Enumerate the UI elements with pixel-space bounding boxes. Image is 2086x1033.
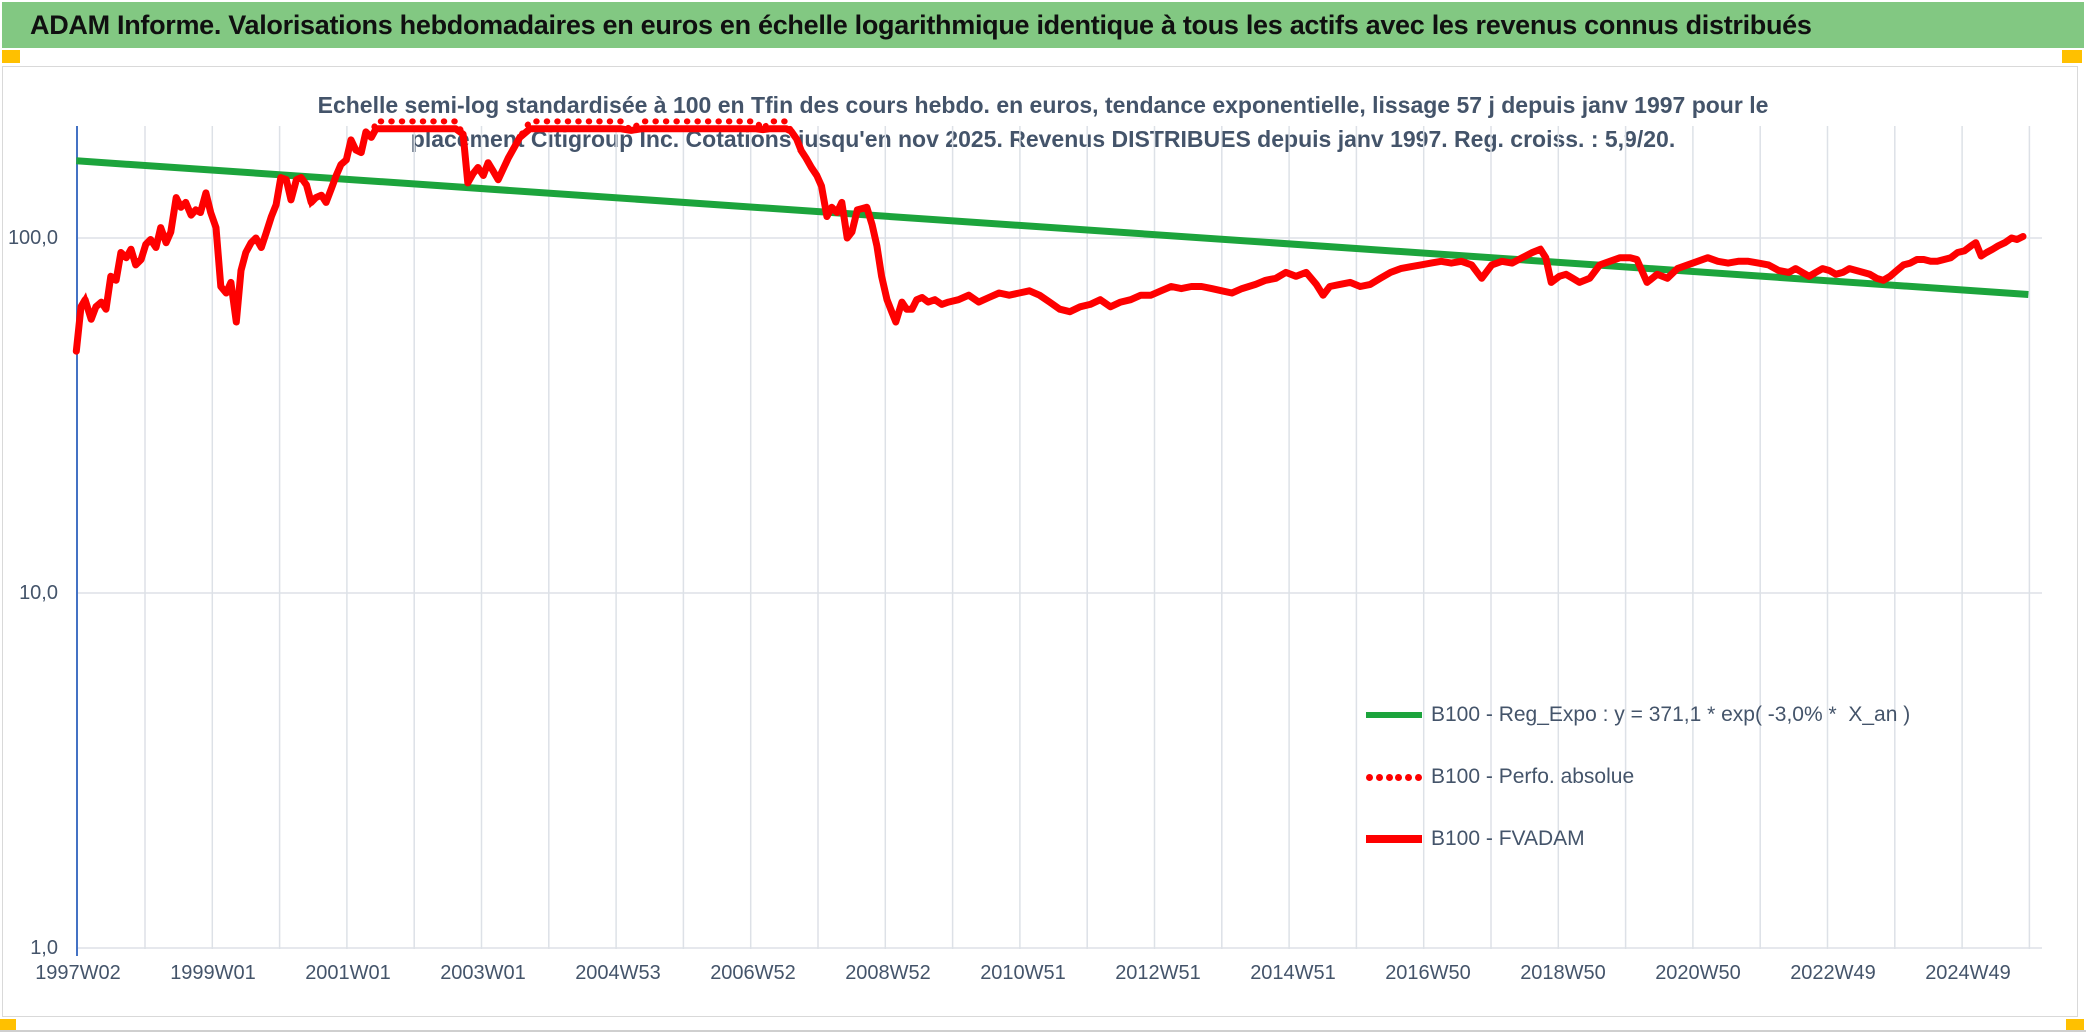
chart-legend: B100 - Reg_Expo : y = 371,1 * exp( -3,0%… [1366,684,1910,870]
chart-object[interactable] [2,66,2078,1017]
bottom-edge-line [0,1030,2086,1032]
legend-dot [1405,773,1413,781]
chart-title-line2: placement Citigroup Inc. Cotations jusqu… [410,126,1676,152]
x-tick-label: 1999W01 [170,962,256,984]
legend-label: B100 - FVADAM [1431,827,1585,850]
legend-label: B100 - Reg_Expo : y = 371,1 * exp( -3,0%… [1431,703,1911,726]
x-tick-label: 2010W51 [980,962,1066,984]
x-tick-label: 2003W01 [440,962,526,984]
legend-dotted-line-swatch [1366,773,1422,781]
x-tick-label: 2014W51 [1250,962,1336,984]
corner-marker-bottom-left [0,1019,16,1030]
legend-item[interactable]: B100 - FVADAM [1366,808,1910,870]
corner-marker-bottom-right [2066,1019,2084,1030]
x-tick-label: 2006W52 [710,962,796,984]
x-tick-label: 2020W50 [1655,962,1741,984]
y-tick-label: 10,0 [19,582,58,604]
legend-line-swatch [1366,712,1422,718]
x-tick-label: 2024W49 [1925,962,2011,984]
report-header: ADAM Informe. Valorisations hebdomadaire… [2,2,2084,48]
y-tick-label: 100,0 [7,227,58,249]
legend-dot [1385,773,1393,781]
x-tick-label: 2022W49 [1790,962,1876,984]
legend-item[interactable]: B100 - Reg_Expo : y = 371,1 * exp( -3,0%… [1366,684,1910,746]
corner-marker-top-left [2,50,20,63]
x-tick-label: 2004W53 [575,962,661,984]
y-tick-label: 1,0 [30,937,58,959]
chart-title-line1: Echelle semi-log standardisée à 100 en T… [317,92,1769,118]
legend-label: B100 - Perfo. absolue [1431,765,1635,788]
chart-title: Echelle semi-log standardisée à 100 en T… [0,88,2086,156]
x-tick-label: 2018W50 [1520,962,1606,984]
x-tick-label: 2008W52 [845,962,931,984]
report-title: ADAM Informe. Valorisations hebdomadaire… [30,9,1812,40]
legend-item[interactable]: B100 - Perfo. absolue [1366,746,1910,808]
legend-dot [1366,773,1373,781]
x-tick-label: 2016W50 [1385,962,1471,984]
legend-dot [1375,773,1383,781]
corner-marker-top-right [2062,50,2082,63]
legend-dot [1414,773,1422,781]
x-tick-label: 1997W02 [35,962,121,984]
legend-dot [1395,773,1403,781]
y-axis-labels: 100,0 10,0 1,0 [0,0,62,1033]
x-tick-label: 2001W01 [305,962,391,984]
x-tick-label: 2012W51 [1115,962,1201,984]
legend-line-swatch [1366,835,1422,843]
